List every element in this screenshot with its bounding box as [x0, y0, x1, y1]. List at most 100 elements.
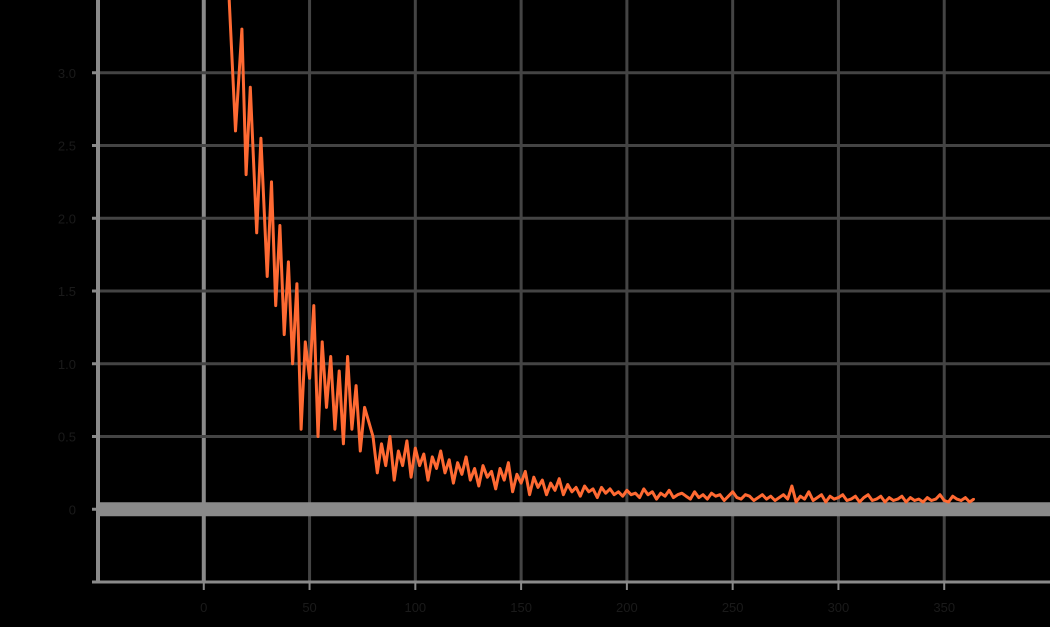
- data-point: [443, 471, 447, 475]
- data-point: [304, 340, 307, 344]
- data-point: [359, 449, 362, 453]
- data-point: [904, 500, 908, 504]
- data-point: [879, 495, 882, 498]
- data-point: [613, 493, 616, 496]
- data-point: [579, 495, 582, 498]
- data-point: [600, 486, 603, 489]
- data-point: [845, 499, 849, 502]
- data-point: [938, 493, 942, 496]
- data-point: [837, 496, 840, 499]
- data-point: [959, 499, 963, 502]
- data-point: [651, 490, 654, 493]
- y-tick-label: 2.5: [58, 139, 76, 154]
- y-tick-label: 1.5: [58, 284, 76, 299]
- data-point: [794, 500, 798, 504]
- data-point: [259, 137, 263, 140]
- data-point: [380, 442, 383, 445]
- data-point: [316, 435, 320, 438]
- data-point: [706, 497, 709, 501]
- data-point: [739, 497, 743, 501]
- data-point: [693, 490, 696, 493]
- data-point: [735, 496, 739, 499]
- axes: [92, 0, 1050, 590]
- data-point: [342, 442, 345, 445]
- data-point: [528, 493, 531, 496]
- data-point: [234, 129, 237, 133]
- data-point: [951, 495, 954, 498]
- data-point: [405, 439, 409, 443]
- data-point: [617, 490, 620, 493]
- data-point: [714, 495, 717, 498]
- data-point: [625, 489, 629, 492]
- data-point: [393, 478, 396, 482]
- data-point: [900, 495, 904, 498]
- data-point: [321, 340, 324, 344]
- data-point: [955, 497, 959, 501]
- data-point: [934, 497, 937, 501]
- data-point: [270, 180, 273, 184]
- data-point: [448, 458, 451, 461]
- data-point: [608, 487, 612, 491]
- data-point: [536, 486, 540, 489]
- data-point: [947, 500, 950, 504]
- data-point: [778, 496, 781, 499]
- data-point: [541, 478, 544, 482]
- data-point: [807, 490, 810, 493]
- data-point: [266, 275, 269, 278]
- data-point: [858, 500, 861, 504]
- data-point: [638, 496, 641, 499]
- data-point: [469, 478, 472, 482]
- data-point: [477, 484, 480, 488]
- data-point: [701, 493, 705, 496]
- data-point: [964, 496, 967, 499]
- data-point: [621, 495, 624, 498]
- x-tick-label: 300: [828, 600, 850, 615]
- data-point: [718, 493, 722, 496]
- data-point: [401, 464, 404, 467]
- data-point: [498, 467, 502, 470]
- data-point: [363, 406, 366, 409]
- data-point: [765, 497, 768, 501]
- data-point: [680, 492, 684, 495]
- y-tick-label: 0: [69, 502, 76, 517]
- y-tick-label: 2.0: [58, 211, 76, 226]
- series-group: [227, 0, 975, 504]
- data-point: [799, 495, 802, 498]
- x-tick-label: 50: [302, 600, 316, 615]
- data-point: [968, 500, 971, 504]
- data-point: [896, 497, 899, 501]
- data-point: [558, 477, 561, 480]
- data-point: [574, 486, 578, 489]
- data-point: [756, 496, 760, 499]
- x-tick-label: 0: [200, 600, 207, 615]
- data-point: [786, 497, 789, 501]
- data-point: [668, 489, 671, 492]
- data-point: [409, 476, 413, 479]
- data-point: [820, 493, 823, 496]
- data-point: [761, 493, 764, 496]
- data-point: [414, 446, 417, 450]
- tick-labels: 0 50 100 150 200 250 300 350 0 0.5 1.0 1.5 2.0 2.5 3.0: [58, 66, 955, 615]
- data-point: [249, 86, 252, 89]
- x-tick-label: 200: [616, 600, 638, 615]
- data-point: [333, 428, 337, 431]
- data-point: [833, 497, 836, 501]
- data-point: [388, 435, 392, 438]
- data-point: [338, 369, 341, 373]
- data-point: [921, 500, 925, 504]
- data-point: [524, 470, 527, 473]
- y-tick-label: 0.5: [58, 430, 76, 445]
- data-point: [723, 499, 726, 502]
- x-tick-label: 250: [722, 600, 744, 615]
- data-point: [642, 487, 645, 491]
- data-point: [274, 304, 277, 307]
- data-point: [591, 487, 595, 491]
- data-point: [422, 452, 425, 456]
- data-point: [354, 384, 358, 387]
- data-point: [926, 496, 929, 499]
- data-point: [917, 497, 920, 501]
- y-gridlines: [98, 71, 1050, 517]
- data-point: [684, 495, 688, 498]
- data-point: [426, 478, 430, 482]
